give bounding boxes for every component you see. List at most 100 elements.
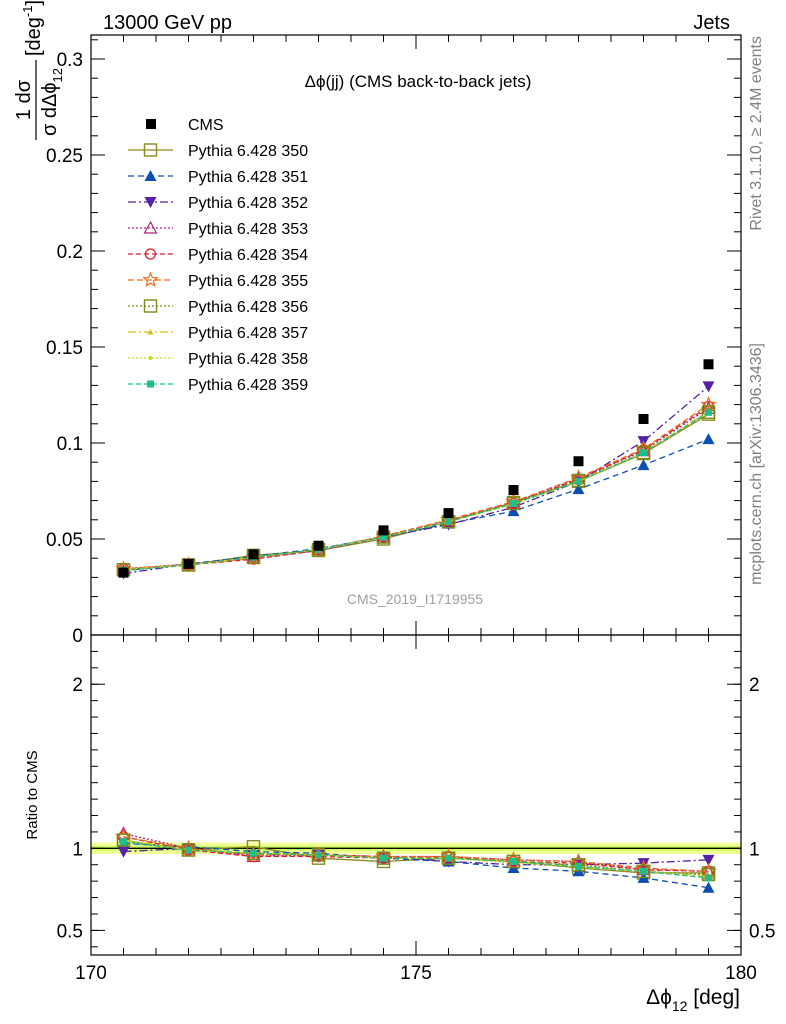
legend: CMS Pythia 6.428 350 Pythia 6.428 351 Pythi… [128,117,308,394]
ratio-point [640,867,647,875]
cms-point [378,525,389,536]
xtick-label: 175 [400,963,432,984]
ratio-line [123,836,709,872]
legend-label: Pythia 6.428 353 [188,221,308,238]
svg-text:σ dΔϕ12: σ dΔϕ12 [39,68,65,136]
legend-marker [143,220,158,234]
header-left: 13000 GeV pp [103,12,232,34]
cms-point [313,540,324,551]
legend-marker [144,197,157,208]
main-ytick-label: 0 [72,626,83,647]
ratio-point [250,849,257,857]
ylabel-close: ] [23,0,45,6]
legend-label: Pythia 6.428 354 [188,247,308,264]
ratio-ytick-label-right: 2 [749,675,760,696]
xtick-label: 180 [725,963,757,984]
series-point [245,549,262,566]
main-ylabel: 1 dσ σ dΔϕ12 [deg-1] [13,0,65,140]
series-point [701,405,716,419]
series-pythia-6.428-354 [117,400,715,575]
xlabel: Δϕ12 [deg] [646,986,740,1014]
series-point [636,445,651,460]
ratio-line [123,842,709,889]
cms-point [443,508,454,519]
series-line [123,411,709,571]
series-pythia-6.428-351 [117,433,715,576]
series-line [123,410,709,571]
ratio-line [123,836,709,872]
legend-marker [144,170,157,181]
ratio-point [510,857,517,865]
legend-label: Pythia 6.428 356 [188,299,308,316]
ratio-series [115,826,717,893]
legend-marker [143,143,158,157]
watermark: CMS_2019_I1719955 [347,591,483,607]
ratio-panel: 0.5 0.5 1 1 2 2 170 175 180 Ratio to CMS Δϕ12 [d… [24,634,775,1014]
series-pythia-6.428-352 [117,381,715,580]
cms-point [573,456,584,467]
legend-cms-marker [146,119,156,129]
ratio-ytick-label-right: 0.5 [749,921,775,942]
series-pythia-6.428-355 [115,395,717,576]
ylabel-sup: -1 [20,6,35,18]
ratio-point [116,833,131,847]
series-pythia-6.428-357 [120,408,712,573]
ratio-ticks: 0.5 0.5 1 1 2 2 170 175 180 [57,635,775,984]
ratio-ytick-label: 1 [72,839,83,860]
ratio-line [123,841,709,879]
main-ticks: 0 0.05 0.1 0.15 0.2 0.25 0.3 [46,35,742,647]
legend-marker [147,380,154,388]
series-line [123,405,709,570]
ratio-ytick-label: 2 [72,675,83,696]
ratio-point [571,858,586,872]
main-ytick-label: 0.1 [57,434,83,455]
legend-label: Pythia 6.428 358 [188,351,308,368]
ratio-frame [90,634,742,956]
cms-point [248,549,259,560]
legend-label: Pythia 6.428 359 [188,377,308,394]
main-title: Δϕ(jj) (CMS back-to-back jets) [305,72,532,91]
series-point [571,473,586,488]
ratio-pythia-6.428-359 [120,838,712,882]
ratio-point [575,862,582,870]
main-ytick-label: 0.3 [57,50,83,71]
series-point [572,483,585,495]
series-point [380,533,387,541]
ratio-pythia-6.428-356 [116,833,716,882]
legend-cms-label: CMS [188,117,224,134]
legend-marker [148,356,153,360]
ylabel-den: σ dΔϕ [39,82,61,136]
ratio-band [91,842,741,855]
series-line [123,438,709,572]
legend-marker [147,329,154,335]
ratio-point [702,854,715,866]
series-pythia-6.428-359 [120,408,712,575]
ratio-point [117,846,130,858]
legend-marker [142,271,159,288]
cms-point [118,567,129,578]
ratio-point [120,838,127,846]
cms-data-points [118,359,714,578]
ratio-ylabel: Ratio to CMS [24,750,41,839]
series-pythia-6.428-358 [121,410,711,572]
svg-text:1 dσ: 1 dσ [13,79,35,120]
main-ytick-label: 0.25 [46,146,83,167]
ratio-point [315,851,322,859]
legend-marker [143,299,158,313]
svg-text:[deg-1]: [deg-1] [20,0,45,56]
ratio-point [380,854,387,862]
legend-marker [144,248,157,260]
series-point [510,499,517,507]
main-series [115,381,717,580]
series-point [445,518,452,526]
series-line [123,404,709,570]
series-point [702,381,715,393]
series-line [123,413,709,571]
ratio-ytick-label-right: 1 [749,839,760,860]
cms-point [703,359,714,370]
mcplots-label: mcplots.cern.ch [arXiv:1306.3436] [748,343,765,585]
series-line [123,411,709,572]
cms-point [183,558,194,569]
series-point [700,395,717,412]
